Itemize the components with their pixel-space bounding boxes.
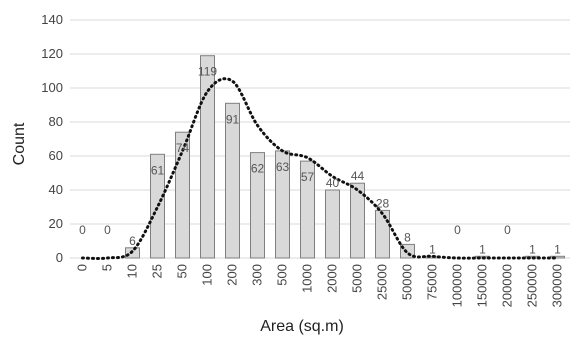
x-tick-label: 100: [200, 264, 215, 286]
bar-data-label: 0: [504, 223, 511, 237]
bar-data-label: 119: [198, 65, 217, 79]
bar-data-label: 0: [454, 223, 461, 237]
histogram-bar: [326, 190, 340, 258]
bar-data-label: 61: [151, 163, 165, 177]
bar-data-label: 0: [104, 223, 111, 237]
x-tick-label: 5: [100, 264, 115, 271]
x-tick-label: 5000: [350, 264, 365, 293]
bar-data-label: 40: [326, 176, 340, 190]
label-layer: 0005610612574501191009120062300635005710…: [75, 65, 565, 308]
histogram-bar: [226, 103, 240, 258]
bar-data-label: 1: [529, 242, 536, 256]
bar-layer: [126, 56, 565, 258]
x-tick-label: 25000: [375, 264, 390, 300]
x-tick-label: 150000: [475, 264, 490, 307]
bar-data-label: 28: [376, 196, 390, 210]
bar-data-label: 8: [404, 230, 411, 244]
x-tick-label: 2000: [325, 264, 340, 293]
x-tick-label: 100000: [450, 264, 465, 307]
x-axis-title: Area (sq.m): [260, 318, 344, 335]
x-tick-label: 500: [275, 264, 290, 286]
bar-data-label: 1: [429, 242, 436, 256]
bar-data-label: 44: [351, 169, 365, 183]
x-tick-label: 200: [225, 264, 240, 286]
x-tick-label: 75000: [425, 264, 440, 300]
bar-data-label: 74: [176, 141, 190, 155]
x-tick-label: 200000: [500, 264, 515, 307]
x-tick-label: 0: [75, 264, 90, 271]
bar-data-label: 63: [276, 160, 290, 174]
y-tick-label: 80: [49, 114, 63, 129]
bar-data-label: 1: [554, 242, 561, 256]
bar-data-label: 62: [251, 162, 265, 176]
x-tick-label: 250000: [525, 264, 540, 307]
y-tick-label: 20: [49, 216, 63, 231]
y-tick-label: 0: [56, 250, 63, 265]
x-tick-label: 300: [250, 264, 265, 286]
y-tick-label: 40: [49, 182, 63, 197]
bar-data-label: 1: [479, 242, 486, 256]
y-tick-label: 140: [41, 12, 63, 27]
bar-data-label: 6: [129, 234, 136, 248]
y-axis-title: Count: [11, 122, 28, 165]
y-tick-label: 60: [49, 148, 63, 163]
x-tick-label: 1000: [300, 264, 315, 293]
x-tick-label: 50000: [400, 264, 415, 300]
x-tick-label: 50: [175, 264, 190, 278]
y-tick-label: 100: [41, 80, 63, 95]
x-tick-label: 300000: [550, 264, 565, 307]
y-tick-label: 120: [41, 46, 63, 61]
x-tick-label: 10: [125, 264, 140, 278]
bar-data-label: 57: [301, 170, 315, 184]
bar-data-label: 91: [226, 112, 240, 126]
x-tick-label: 25: [150, 264, 165, 278]
histogram-bar: [376, 210, 390, 258]
bar-data-label: 0: [79, 223, 86, 237]
